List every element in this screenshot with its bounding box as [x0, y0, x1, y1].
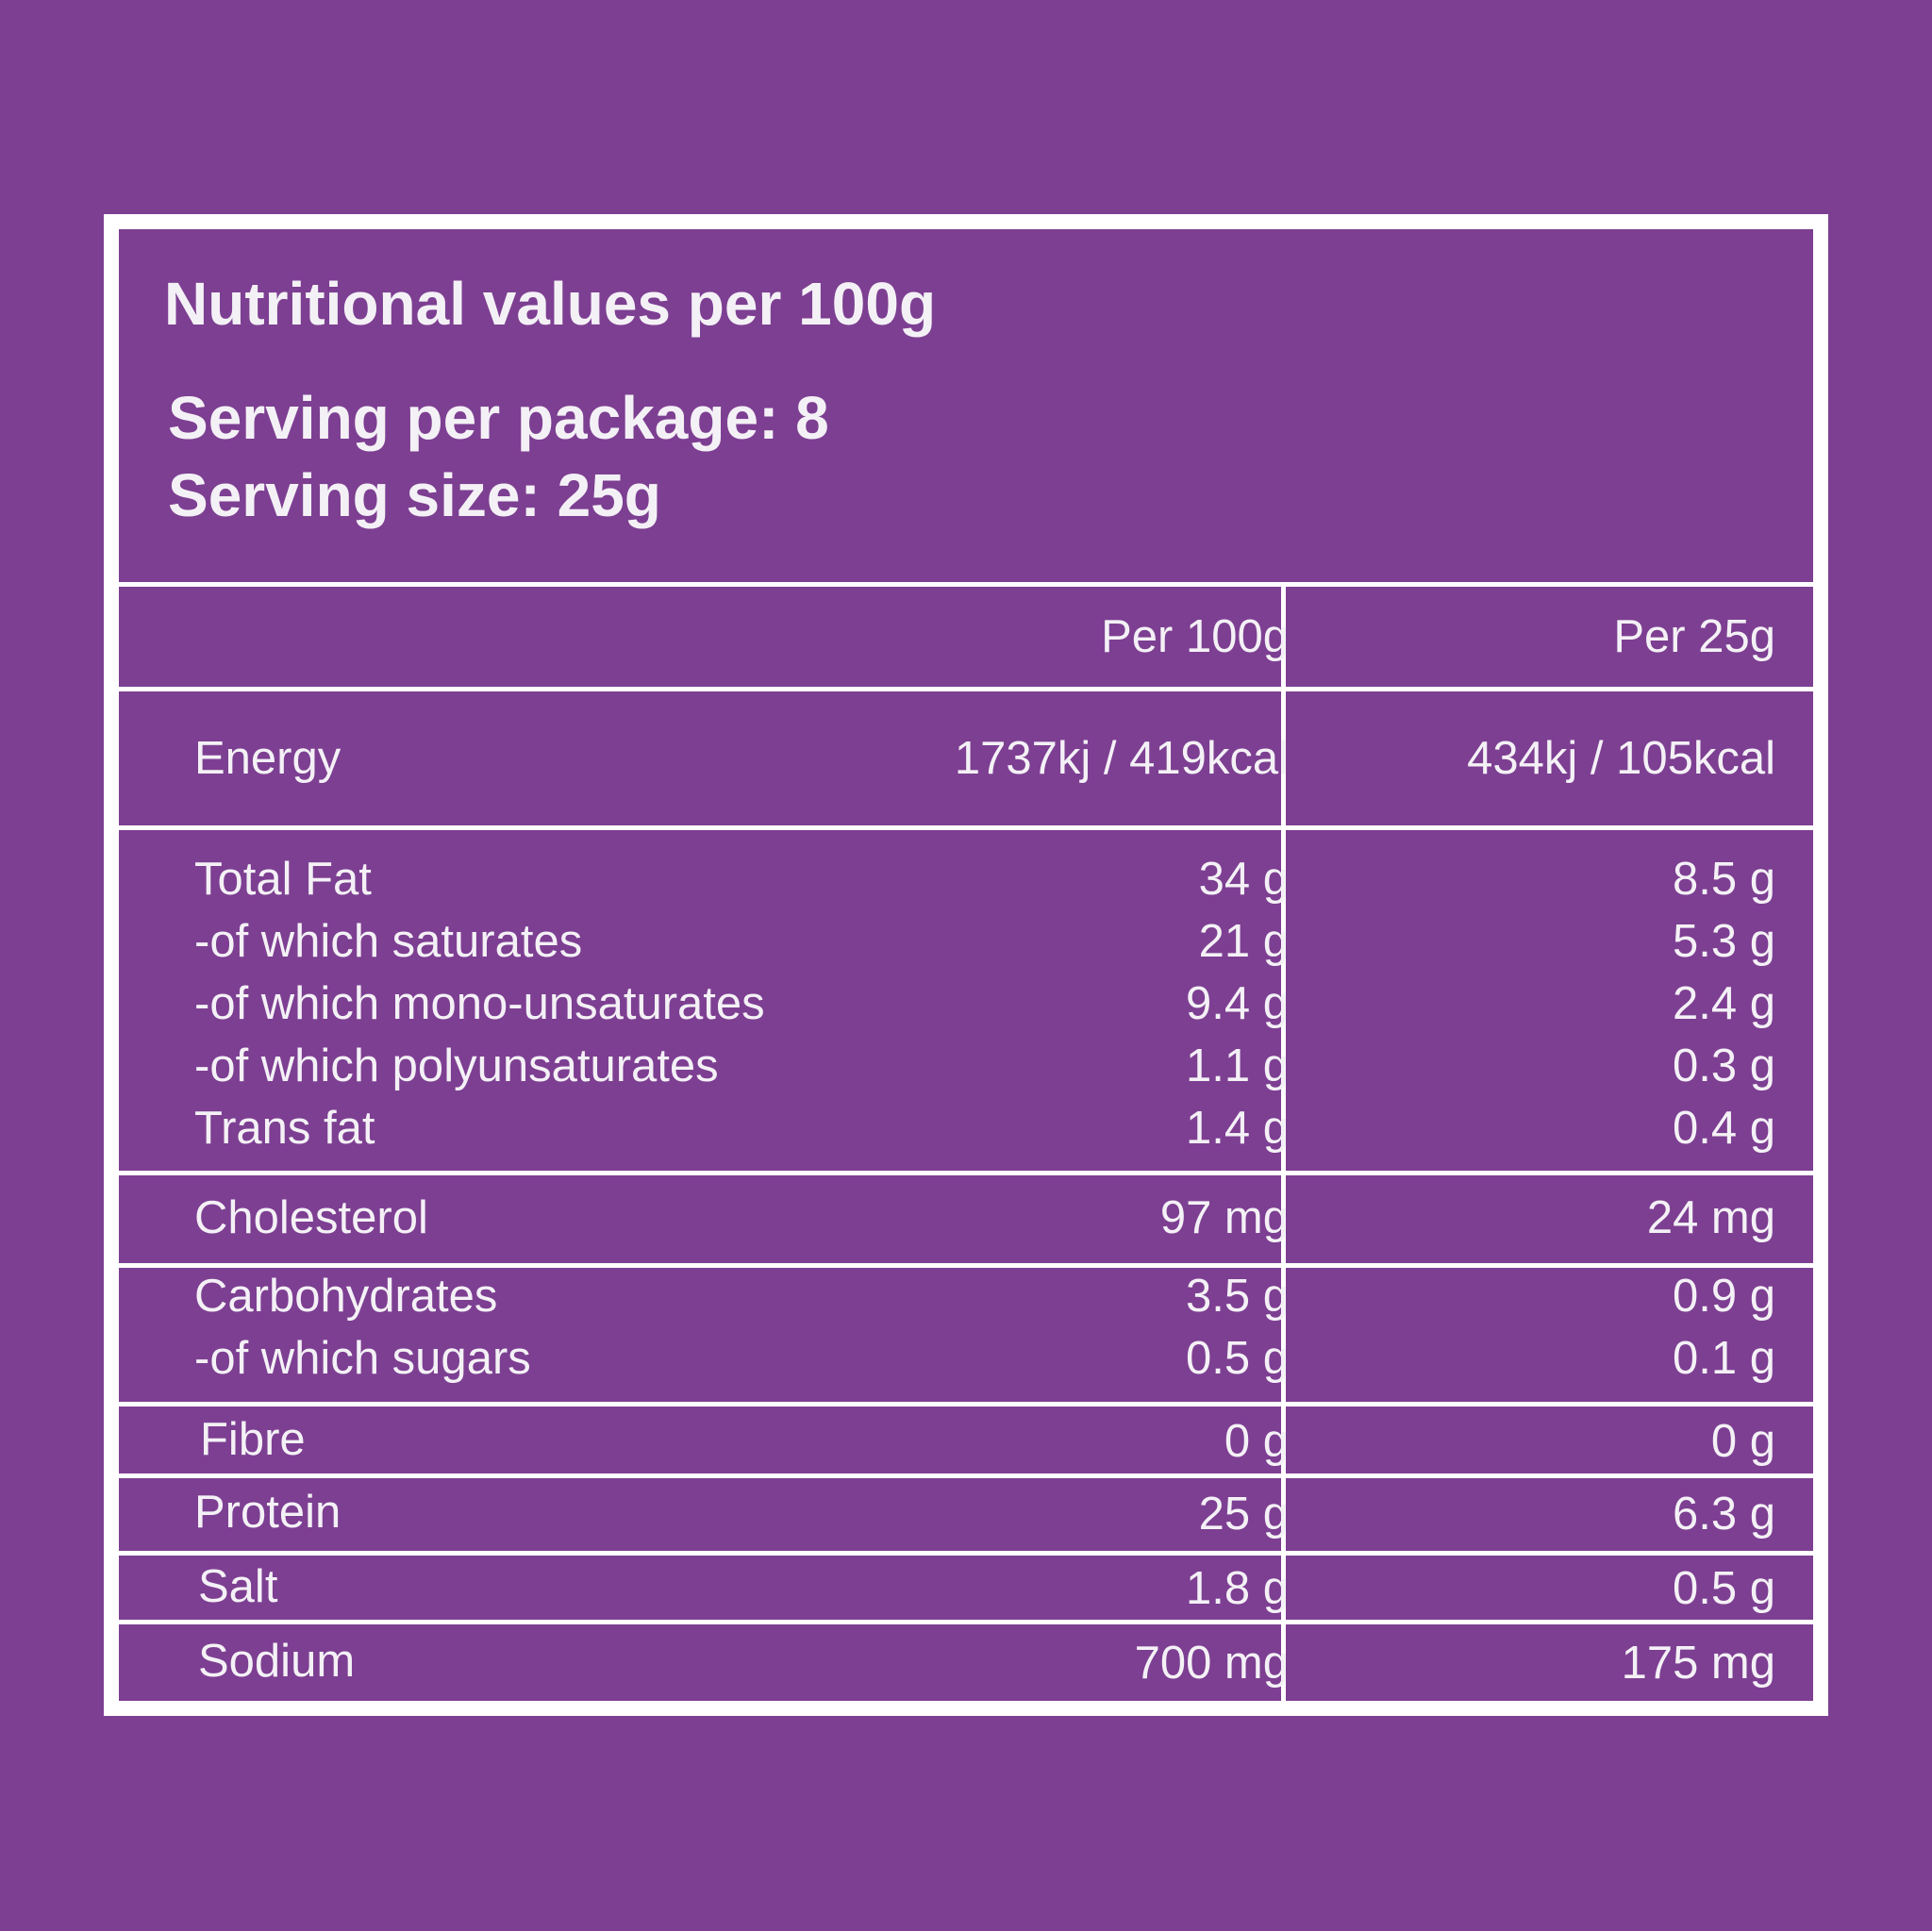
- cholesterol-per100: 97 mg: [1159, 1192, 1289, 1243]
- sodium-label: Sodium: [198, 1636, 356, 1687]
- carbs-per100-sugars: 0.5 g: [1186, 1333, 1289, 1384]
- energy-per25: 434kj / 105kcal: [1467, 733, 1775, 784]
- fat-label-trans: Trans fat: [194, 1103, 375, 1154]
- fat-per100: 34 g 21 g 9.4 g 1.1 g 1.4 g: [1186, 848, 1289, 1159]
- fat-label-total: Total Fat: [194, 854, 372, 905]
- carbs-label-total: Carbohydrates: [194, 1271, 498, 1322]
- divider-energy: [119, 825, 1813, 830]
- salt-per100: 1.8 g: [1186, 1563, 1289, 1614]
- carbs-per100: 3.5 g 0.5 g: [1186, 1265, 1289, 1390]
- fat-labels: Total Fat -of which saturates -of which …: [194, 848, 765, 1159]
- column-header-per100: Per 100g: [1101, 611, 1289, 662]
- protein-label: Protein: [194, 1487, 341, 1538]
- divider-fat: [119, 1171, 1813, 1175]
- fat-label-mono: -of which mono-unsaturates: [194, 978, 765, 1029]
- fat-per25-trans: 0.4 g: [1673, 1103, 1775, 1154]
- carbs-per25-sugars: 0.1 g: [1673, 1333, 1775, 1384]
- fat-per25-mono: 2.4 g: [1673, 978, 1775, 1029]
- fat-per100-poly: 1.1 g: [1186, 1040, 1289, 1091]
- column-divider: [1281, 582, 1286, 1701]
- divider-fibre: [119, 1473, 1813, 1478]
- fat-per100-mono: 9.4 g: [1186, 978, 1289, 1029]
- divider-protein: [119, 1551, 1813, 1556]
- fat-per25: 8.5 g 5.3 g 2.4 g 0.3 g 0.4 g: [1673, 848, 1775, 1159]
- sodium-per25: 175 mg: [1621, 1638, 1775, 1689]
- carbs-labels: Carbohydrates -of which sugars: [194, 1265, 531, 1390]
- fibre-per100: 0 g: [1224, 1416, 1289, 1467]
- divider-header: [119, 582, 1813, 587]
- cholesterol-per25: 24 mg: [1646, 1192, 1775, 1243]
- divider-carbs: [119, 1402, 1813, 1407]
- carbs-per25-total: 0.9 g: [1673, 1271, 1775, 1322]
- sodium-per100: 700 mg: [1134, 1638, 1289, 1689]
- carbs-per100-total: 3.5 g: [1186, 1271, 1289, 1322]
- fat-per100-trans: 1.4 g: [1186, 1103, 1289, 1154]
- fat-label-saturates: -of which saturates: [194, 916, 583, 967]
- cholesterol-label: Cholesterol: [194, 1192, 428, 1243]
- divider-cholesterol: [119, 1263, 1813, 1268]
- carbs-per25: 0.9 g 0.1 g: [1673, 1265, 1775, 1390]
- fibre-label: Fibre: [200, 1414, 306, 1465]
- panel-title: Nutritional values per 100g: [164, 270, 937, 338]
- nutrition-panel: Nutritional values per 100g Serving per …: [104, 214, 1828, 1716]
- fat-per100-total: 34 g: [1198, 854, 1289, 905]
- carbs-label-sugars: -of which sugars: [194, 1333, 531, 1384]
- salt-label: Salt: [198, 1561, 278, 1612]
- fibre-per25: 0 g: [1710, 1416, 1775, 1467]
- fat-label-poly: -of which polyunsaturates: [194, 1040, 719, 1091]
- protein-per25: 6.3 g: [1673, 1489, 1775, 1540]
- fat-per25-poly: 0.3 g: [1673, 1040, 1775, 1091]
- divider-columns: [119, 687, 1813, 691]
- salt-per25: 0.5 g: [1673, 1563, 1775, 1614]
- energy-label: Energy: [194, 733, 341, 784]
- panel-header: Nutritional values per 100g Serving per …: [119, 229, 1813, 582]
- fat-per25-saturates: 5.3 g: [1673, 916, 1775, 967]
- protein-per100: 25 g: [1198, 1489, 1289, 1540]
- fat-per100-saturates: 21 g: [1198, 916, 1289, 967]
- divider-salt: [119, 1620, 1813, 1624]
- column-header-per25: Per 25g: [1613, 611, 1775, 662]
- serving-size: Serving size: 25g: [168, 461, 661, 529]
- energy-per100: 1737kj / 419kcal: [954, 733, 1289, 784]
- fat-per25-total: 8.5 g: [1673, 854, 1775, 905]
- serving-per-package: Serving per package: 8: [168, 384, 829, 452]
